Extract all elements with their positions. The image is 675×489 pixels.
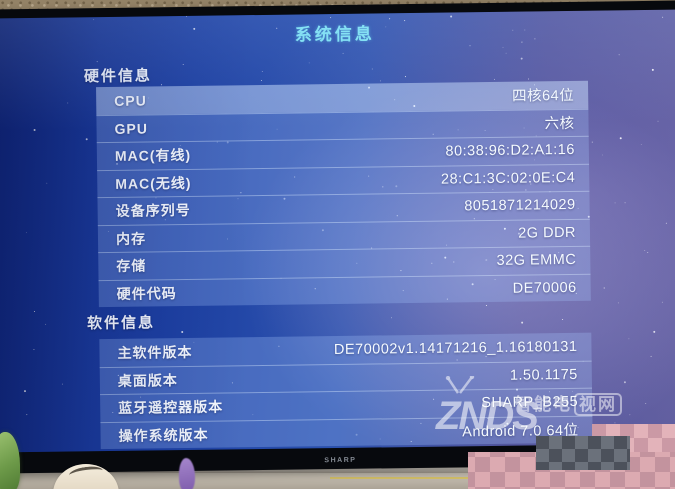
plant-object xyxy=(0,432,20,489)
row-value: DE70006 xyxy=(512,279,577,297)
row-value: 80:38:96:D2:A1:16 xyxy=(445,142,575,160)
row-value: 六核 xyxy=(544,116,575,133)
row-value: 28:C1:3C:02:0E:C4 xyxy=(440,169,576,188)
shelf-edge xyxy=(0,468,675,473)
hardware-section-header: 硬件信息 xyxy=(83,67,153,86)
row-label: 蓝牙遥控器版本 xyxy=(118,398,224,417)
row-label: CPU xyxy=(114,92,147,109)
shelf-gold-trim xyxy=(330,477,565,479)
row-label: 桌面版本 xyxy=(117,371,178,389)
system-info-screen: 系统信息 硬件信息 CPU 四核64位 GPU 六核 MAC(有线) 80:38:96:D… xyxy=(0,9,675,453)
software-info-table: 主软件版本 DE70002v1.14171216_1.16180131 桌面版本 1.… xyxy=(99,332,593,450)
row-label: 存储 xyxy=(116,257,147,275)
row-label: 硬件代码 xyxy=(116,284,177,302)
row-value: 32G EMMC xyxy=(496,252,577,270)
row-label: 设备序列号 xyxy=(115,202,191,220)
purple-object xyxy=(179,458,195,489)
row-label: MAC(无线) xyxy=(115,174,192,192)
row-label: 操作系统版本 xyxy=(118,426,209,444)
software-section-header: 软件信息 xyxy=(87,314,156,333)
row-value: 8051871214029 xyxy=(464,197,576,215)
row-value: 1.50.1175 xyxy=(509,366,578,384)
row-value: 四核64位 xyxy=(511,88,575,105)
row-label: 内存 xyxy=(115,230,147,247)
row-label: 主软件版本 xyxy=(117,343,193,361)
row-value: 2G DDR xyxy=(518,224,577,242)
hardware-info-table: CPU 四核64位 GPU 六核 MAC(有线) 80:38:96:D2:A1:16 MAC… xyxy=(96,80,591,308)
tv-frame: 系统信息 硬件信息 CPU 四核64位 GPU 六核 MAC(有线) 80:38:96:D… xyxy=(0,0,675,474)
row-label: MAC(有线) xyxy=(114,147,192,165)
mosaic-censor-gray xyxy=(536,436,630,470)
row-value: SHARP_B255 xyxy=(481,394,579,412)
row-label: GPU xyxy=(114,120,149,137)
row-value: DE70002v1.14171216_1.16180131 xyxy=(333,338,578,358)
